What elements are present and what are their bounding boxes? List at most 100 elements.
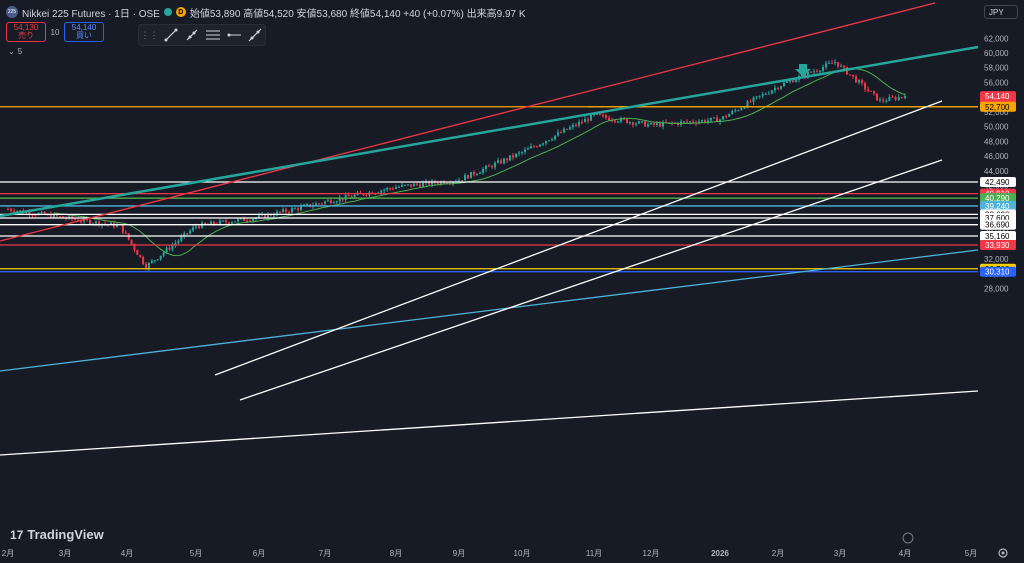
candle-body <box>515 153 517 158</box>
time-tick-label: 12月 <box>643 549 660 558</box>
candle-body <box>282 209 284 212</box>
candle-body <box>482 168 484 173</box>
candle-body <box>133 244 136 250</box>
candle-body <box>656 123 658 125</box>
candle-body <box>437 182 439 184</box>
candle-body <box>362 193 365 196</box>
candle-body <box>49 213 52 218</box>
price-tick-label: 60,000 <box>984 49 1009 58</box>
candle-body <box>810 71 812 73</box>
candle-body <box>789 80 791 82</box>
ray-tool-icon[interactable] <box>183 27 201 43</box>
extended-line-tool-icon[interactable] <box>246 27 264 43</box>
horizontal-ray-tool-icon[interactable] <box>225 27 243 43</box>
time-tick-label: 2月 <box>772 549 784 558</box>
candle-body <box>383 189 386 191</box>
candle-body <box>870 90 872 92</box>
candle-body <box>139 254 142 257</box>
candle-body <box>545 140 547 144</box>
price-tick-label: 58,000 <box>984 64 1009 73</box>
candle-body <box>297 208 299 210</box>
candle-body <box>749 101 752 103</box>
indicators-toggle[interactable]: ⌄ 5 <box>8 47 22 56</box>
candle-body <box>326 200 329 202</box>
candle-body <box>31 214 34 216</box>
buy-button[interactable]: 54,140 買い <box>64 22 104 42</box>
candle-body <box>795 79 797 83</box>
candle-body <box>428 181 430 185</box>
price-badge-bg <box>980 101 1016 112</box>
chevron-down-icon: ⌄ <box>8 47 15 56</box>
candle-body <box>234 221 236 223</box>
time-tick-label: 11月 <box>586 549 602 558</box>
buy-label: 買い <box>76 31 92 40</box>
candle-body <box>189 230 192 234</box>
candle-body <box>701 120 703 122</box>
time-tick-label: 6月 <box>253 549 265 558</box>
candle-body <box>734 110 737 112</box>
candle-body <box>228 222 230 224</box>
candle-body <box>231 222 233 224</box>
candle-body <box>315 203 317 206</box>
candle-body <box>177 240 180 243</box>
time-tick-label: 5月 <box>190 549 202 558</box>
candle-body <box>219 220 221 225</box>
candle-body <box>608 117 610 121</box>
candle-body <box>611 120 613 122</box>
candle-body <box>329 200 332 204</box>
candle-body <box>488 165 490 167</box>
candle-body <box>416 183 418 185</box>
candle-body <box>828 62 830 64</box>
currency-selector[interactable]: JPY <box>984 5 1018 19</box>
candle-body <box>386 188 389 190</box>
candle-body <box>40 211 43 214</box>
down-arrow-marker <box>795 64 811 77</box>
candle-body <box>159 255 162 260</box>
candle-body <box>737 110 740 112</box>
candle-body <box>276 211 278 216</box>
candle-body <box>195 226 197 228</box>
candle-body <box>344 194 347 200</box>
candle-body <box>145 264 147 270</box>
candle-body <box>786 81 788 83</box>
candle-body <box>653 123 655 125</box>
candle-body <box>464 175 466 181</box>
channel-upper-line <box>214 100 943 376</box>
candle-body <box>551 139 553 141</box>
sell-button[interactable]: 54,130 売り <box>6 22 46 42</box>
candle-body <box>767 93 770 95</box>
price-badge-bg <box>980 266 1016 277</box>
candle-body <box>74 219 76 221</box>
candle-body <box>596 113 598 115</box>
candle-body <box>494 162 496 168</box>
candle-body <box>332 202 335 204</box>
candle-body <box>539 144 541 147</box>
trend-line-tool-icon[interactable] <box>162 27 180 43</box>
price-badge: 40,290 <box>980 193 1016 204</box>
quantity-value[interactable]: 10 <box>50 27 60 37</box>
candle-body <box>716 117 718 123</box>
candle-body <box>192 227 195 231</box>
candle-body <box>365 195 368 197</box>
candle-body <box>279 211 281 213</box>
candle-body <box>819 70 821 72</box>
candle-body <box>560 132 562 134</box>
parallel-channel-tool-icon[interactable] <box>204 27 222 43</box>
candle-body <box>867 89 869 91</box>
price-tick-label: 44,000 <box>984 167 1009 176</box>
price-badge: 52,700 <box>980 101 1016 112</box>
candle-body <box>479 172 481 174</box>
candle-body <box>413 183 415 187</box>
symbol-title[interactable]: Nikkei 225 Futures · 1日 · OSE <box>22 8 160 20</box>
candle-body <box>671 122 673 124</box>
price-tick-label: 36,000 <box>984 226 1009 235</box>
candle-body <box>512 155 514 158</box>
candle-body <box>900 97 903 99</box>
price-tick-label: 48,000 <box>984 137 1009 146</box>
candle-body <box>431 180 433 185</box>
candle-body <box>407 184 409 186</box>
price-badge-bg <box>980 230 1016 241</box>
candle-body <box>659 123 661 127</box>
drag-handle-icon[interactable]: ⋮⋮ <box>140 29 159 40</box>
